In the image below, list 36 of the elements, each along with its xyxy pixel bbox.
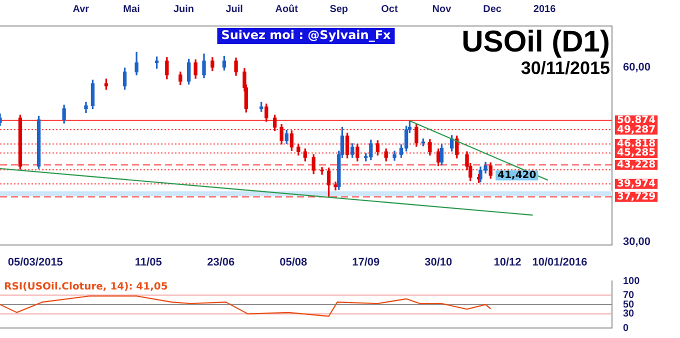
text: 30/11/2015	[520, 58, 610, 78]
x-tick-label: 17/09	[352, 256, 380, 268]
x-tick-label: 23/06	[207, 256, 235, 268]
x2-tick-label: Avr	[72, 4, 90, 15]
x-tick-label: 30/10	[424, 256, 452, 268]
y-tick-label: 0	[623, 322, 629, 334]
chart-title: USOil (D1)	[462, 25, 610, 58]
x-tick-label: 05/03/2015	[8, 256, 63, 268]
y-tick-label: 70	[623, 290, 635, 301]
x2-tick-label: Juin	[173, 4, 194, 15]
y-tick-label: 60,00	[623, 61, 651, 74]
x2-tick-label: Oct	[381, 4, 398, 15]
x-tick-label: 05/08	[280, 256, 308, 268]
y-tick-label: 30	[623, 308, 635, 320]
ref-line-label: 49,287	[617, 124, 656, 136]
x2-tick-label: Sep	[330, 4, 348, 15]
x2-tick-label: Dec	[483, 4, 502, 15]
x2-tick-label: Juil	[226, 4, 244, 15]
ref-line-label: 43,228	[617, 160, 656, 171]
x-tick-label: 10/01/2016	[532, 256, 588, 268]
ref-line-label: 39,974	[617, 178, 656, 190]
annotation: 41,420	[498, 170, 536, 182]
x2-tick-label: Nov	[432, 4, 452, 15]
chart-title: RSI(USOil.Cloture, 14): 41,05	[4, 282, 168, 293]
x-tick-label: 11/05	[134, 256, 162, 268]
ref-line-label: 50.874	[617, 115, 656, 126]
ref-line-label: 37,729	[617, 192, 656, 203]
x-tick-label: 10/12	[494, 256, 522, 268]
x2-tick-label: Mai	[123, 4, 140, 15]
y-tick-label: 30,00	[623, 236, 651, 248]
annotation: Suivez moi : @Sylvain_Fx	[221, 28, 392, 42]
y-tick-label: 100	[623, 276, 640, 287]
x2-tick-label: Août	[275, 4, 299, 15]
x2-tick-label: 2016	[533, 4, 556, 15]
y-tick-label: 50	[623, 299, 635, 310]
ref-line-label: 45,285	[617, 148, 656, 159]
